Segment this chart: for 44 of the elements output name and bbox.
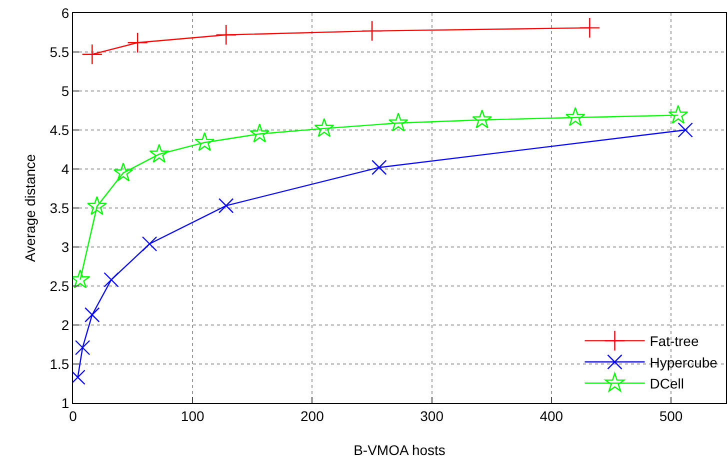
point <box>87 196 107 215</box>
y-tick-label: 4.5 <box>50 122 70 138</box>
point <box>127 32 148 54</box>
y-tick-label: 2.5 <box>50 278 70 294</box>
point <box>113 162 134 182</box>
point <box>82 44 103 65</box>
point <box>218 198 234 214</box>
point <box>74 340 90 356</box>
legend-label: Hypercube <box>650 354 718 370</box>
y-tick-label: 2 <box>61 316 70 333</box>
y-axis-title: Average distance <box>22 154 38 262</box>
point <box>388 112 408 132</box>
point <box>216 24 236 46</box>
y-tick-label: 6 <box>61 4 70 21</box>
x-tick-label: 300 <box>420 408 444 424</box>
point <box>678 122 693 138</box>
point <box>362 20 382 42</box>
point <box>149 144 170 163</box>
y-tick-label: 5.5 <box>50 44 70 60</box>
legend-label: DCell <box>650 376 684 392</box>
y-tick-label: 3 <box>61 238 70 255</box>
legend-label: Fat-tree <box>650 333 699 350</box>
y-tick-label: 5 <box>61 82 70 99</box>
x-axis-title: B-VMOA hosts <box>354 442 446 458</box>
y-tick-label: 1.5 <box>50 356 70 372</box>
point <box>194 132 214 152</box>
point <box>104 272 119 288</box>
x-tick-label: 400 <box>540 408 564 424</box>
x-tick-label: 500 <box>659 408 683 424</box>
y-tick-label: 1 <box>61 394 70 411</box>
point <box>565 107 586 126</box>
x-tick-label: 100 <box>180 408 204 424</box>
point <box>372 160 387 176</box>
x-tick-label: 0 <box>69 408 78 424</box>
y-tick-label: 4 <box>61 160 70 177</box>
point <box>250 124 270 142</box>
point <box>84 307 100 322</box>
y-tick-label: 3.5 <box>50 200 70 216</box>
point <box>314 118 334 137</box>
point <box>472 109 492 128</box>
point <box>142 236 158 252</box>
point <box>668 104 688 124</box>
x-tick-label: 200 <box>300 408 324 424</box>
point <box>579 17 600 38</box>
